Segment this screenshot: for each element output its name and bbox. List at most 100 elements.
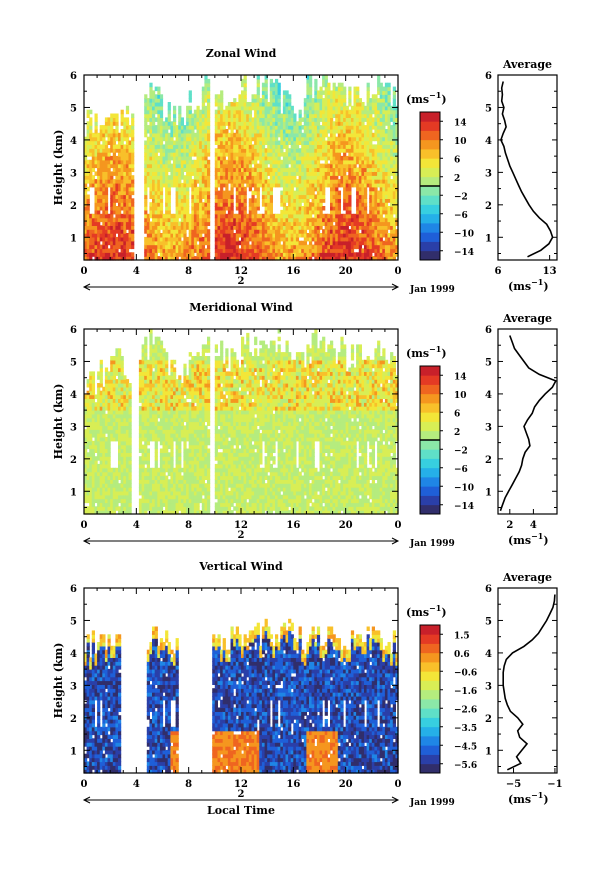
- colorbar-label: −14: [454, 248, 474, 258]
- colorbar-label: −14: [454, 502, 474, 512]
- date-mark: 2: [238, 530, 245, 541]
- average-y-tick-label: 5: [485, 103, 492, 114]
- average-x-label: (ms−1): [508, 790, 549, 806]
- colorbar-label: 2: [454, 428, 460, 438]
- x-tick-label: 8: [185, 520, 192, 531]
- average-y-tick-label: 2: [485, 201, 492, 212]
- average-y-tick-label: 4: [485, 649, 492, 660]
- average-y-tick-label: 2: [485, 714, 492, 725]
- colorbar-unit-base: (ms: [406, 606, 429, 619]
- colorbar-label: −3.5: [454, 724, 477, 734]
- colorbar: 1.5 0.6 −0.6 −1.6 −2.6 −3.5 −4.5 −5.6 (ms−1): [406, 603, 477, 774]
- average-x-tick-label: 2: [506, 520, 513, 531]
- x-tick-label: 20: [339, 520, 353, 531]
- average-y-tick-label: 3: [485, 168, 492, 179]
- x-tick-label: 0: [81, 266, 88, 277]
- average-y-tick-label: 3: [485, 422, 492, 433]
- average-x-label-close: ): [543, 534, 548, 547]
- y-axis-label: Height (km): [52, 384, 65, 460]
- y-tick-label: 5: [70, 103, 77, 114]
- average-y-tick-label: 3: [485, 681, 492, 692]
- y-tick-label: 1: [70, 746, 77, 757]
- colorbar-label: 1.5: [454, 631, 470, 641]
- y-axis-label: Height (km): [52, 130, 65, 206]
- colorbar-unit-exp: −1: [429, 344, 441, 354]
- x-tick-label: 0: [395, 266, 402, 277]
- date-label: Jan 1999: [409, 285, 455, 295]
- average-line: [502, 594, 556, 771]
- colorbar: 14 10 6 2 −2 −6 −10 −14 (ms−1): [406, 90, 474, 261]
- average-x-tick-label: 13: [543, 266, 557, 277]
- colorbar-label: 6: [454, 409, 460, 419]
- x-tick-label: 0: [395, 779, 402, 790]
- colorbar-label: −10: [454, 229, 474, 239]
- x-axis: 0 4 8 12 16 20 0: [81, 329, 402, 531]
- average-x-label-close: ): [543, 793, 548, 806]
- x-axis: 0 4 8 12 16 20 0: [81, 588, 402, 790]
- x-tick-label: 4: [133, 266, 140, 277]
- colorbar: 14 10 6 2 −2 −6 −10 −14 (ms−1): [406, 344, 474, 515]
- y-tick-label: 5: [70, 357, 77, 368]
- average-x-label-exp: −1: [531, 790, 543, 800]
- x-tick-label: 0: [395, 520, 402, 531]
- colorbar-label: −4.5: [454, 742, 477, 752]
- date-bar: 2 Jan 1999: [82, 530, 455, 549]
- colorbar-label: −2.6: [454, 705, 477, 715]
- average-y-tick-label: 5: [485, 616, 492, 627]
- colorbar-label: −0.6: [454, 668, 477, 678]
- colorbar-label: −6: [454, 211, 468, 221]
- colorbar-unit-close: ): [441, 606, 446, 619]
- colorbar-unit: (ms−1): [406, 90, 447, 106]
- colorbar-label: 6: [454, 155, 460, 165]
- average-title: Average: [502, 58, 552, 71]
- panel-title: Vertical Wind: [198, 560, 283, 573]
- colorbar-label: 14: [454, 118, 467, 128]
- average-x-label-exp: −1: [531, 531, 543, 541]
- date-label: Jan 1999: [409, 539, 455, 549]
- average-x-label-close: ): [543, 280, 548, 293]
- average-y-tick-label: 1: [485, 233, 492, 244]
- x-tick-label: 4: [133, 520, 140, 531]
- average-title: Average: [502, 312, 552, 325]
- average-frame: [497, 328, 558, 515]
- colorbar-label: −2: [454, 192, 468, 202]
- y-tick-label: 5: [70, 616, 77, 627]
- y-tick-label: 3: [70, 681, 77, 692]
- x-tick-label: 20: [339, 779, 353, 790]
- y-tick-label: 1: [70, 487, 77, 498]
- x-tick-label: 12: [234, 779, 248, 790]
- average-x-tick-label: −5: [506, 779, 521, 790]
- average-title: Average: [502, 571, 552, 584]
- date-label: Jan 1999: [409, 798, 455, 808]
- average-y-tick-label: 1: [485, 746, 492, 757]
- colorbar-label: 14: [454, 372, 467, 382]
- average-x-tick-label: 6: [495, 266, 502, 277]
- average-x-label-exp: −1: [531, 277, 543, 287]
- date-bar: 2 Jan 1999: [82, 789, 455, 808]
- colorbar-label: −10: [454, 483, 474, 493]
- colorbar-unit-close: ): [441, 347, 446, 360]
- colorbar-unit-base: (ms: [406, 347, 429, 360]
- x-tick-label: 16: [286, 779, 300, 790]
- average-frame: [497, 74, 558, 261]
- y-axis-label: Height (km): [52, 643, 65, 719]
- x-tick-label: 20: [339, 266, 353, 277]
- average-y-tick-label: 4: [485, 136, 492, 147]
- data-field: [84, 75, 399, 261]
- colorbar-unit-base: (ms: [406, 93, 429, 106]
- y-axis: 1 2 3 4 5 6: [70, 584, 398, 768]
- y-tick-label: 4: [70, 649, 77, 660]
- x-tick-label: 8: [185, 779, 192, 790]
- y-tick-label: 6: [70, 584, 77, 595]
- y-tick-label: 6: [70, 71, 77, 82]
- average-x-label-base: (ms: [508, 793, 531, 806]
- x-tick-label: 0: [81, 520, 88, 531]
- colorbar-label: 10: [454, 391, 467, 401]
- colorbar-label: 2: [454, 174, 460, 184]
- average-x-label-base: (ms: [508, 534, 531, 547]
- panel-title: Zonal Wind: [206, 47, 277, 60]
- x-tick-label: 8: [185, 266, 192, 277]
- x-tick-label: 12: [234, 520, 248, 531]
